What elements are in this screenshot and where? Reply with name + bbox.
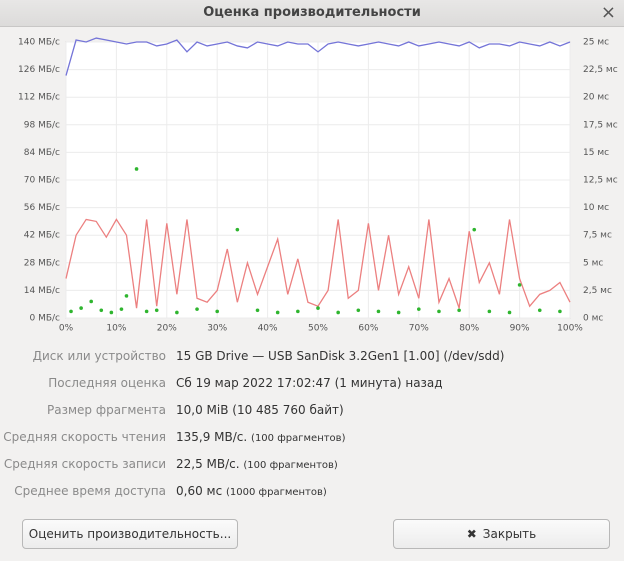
access-point [417,307,421,311]
y-tick-label: 28 МБ/с [24,258,60,268]
info-value: 10,0 MiB (10 485 760 байт) [176,403,344,417]
access-point [195,307,199,311]
y2-tick-label: 0 мс [583,314,603,324]
y2-tick-label: 12,5 мс [583,176,618,186]
access-point [487,309,492,314]
y2-tick-label: 2,5 мс [583,286,612,296]
close-icon: ✖ [466,527,477,541]
title-bar: Оценка производительности × [0,0,624,27]
y2-tick-label: 10 мс [583,203,609,213]
y-tick-label: 70 МБ/с [24,176,60,186]
y2-tick-label: 25 мс [583,38,609,48]
close-icon[interactable]: × [600,2,616,23]
series-line [65,37,571,76]
x-tick-label: 0% [59,324,74,334]
access-point [99,308,104,313]
access-point [437,309,441,314]
access-point [275,310,280,315]
access-point [558,309,562,314]
y-tick-label: 0 МБ/с [29,314,60,324]
y-tick-label: 126 МБ/с [18,65,60,75]
access-point [376,309,381,314]
y2-tick-label: 5 мс [583,258,603,268]
info-label: Среднее время доступа [14,484,166,498]
y-tick-label: 56 МБ/с [24,203,60,213]
y2-tick-label: 22,5 мс [583,65,618,75]
y-tick-label: 112 МБ/с [18,93,60,103]
access-point [235,227,240,232]
y-tick-label: 98 МБ/с [24,120,60,130]
close-button[interactable]: ✖ Закрыть [393,519,610,549]
access-point [356,308,361,313]
access-point [255,308,260,313]
info-value: 135,9 MB/с. (100 фрагментов) [176,430,345,444]
y2-tick-label: 20 мс [583,93,609,103]
chart: 0 МБ/с 14 МБ/с 28 МБ/с 42 МБ/с 56 МБ/с 70 МБ/… [18,37,618,334]
access-point [336,310,340,315]
benchmark-button[interactable]: Оценить производительность... [22,519,238,549]
info-note: (100 фрагментов) [243,460,338,471]
info-label: Средняя скорость записи [3,457,166,471]
info-value-text: 15 GB Drive — USB SanDisk 3.2Gen1 [1.00]… [176,349,505,363]
info-label: Диск или устройство [32,349,166,363]
access-point [396,310,401,315]
info-label: Средняя скорость чтения [3,430,166,444]
access-point [79,306,83,310]
info-value-text: 0,60 мс [176,484,223,498]
y2-tick-label: 7,5 мс [583,231,612,241]
y2-tick-label: 17,5 мс [583,120,618,130]
info-value: 15 GB Drive — USB SanDisk 3.2Gen1 [1.00]… [176,349,504,363]
info-note: (100 фрагментов) [251,433,346,444]
info-value-text: 135,9 MB/с. [176,430,248,444]
x-tick-label: 100% [557,324,583,334]
x-tick-label: 70% [409,324,429,334]
x-tick-label: 30% [207,324,227,334]
info-value-text: 10,0 MiB (10 485 760 байт) [176,403,344,417]
y-tick-label: 42 МБ/с [24,231,60,241]
y2-tick-label: 15 мс [583,148,609,158]
access-point [215,309,219,314]
access-point [296,309,300,314]
window-title: Оценка производительности [203,5,421,20]
info-label: Размер фрагмента [47,403,166,417]
y-tick-label: 84 МБ/с [24,148,60,158]
info-value: 22,5 MB/с. (100 фрагментов) [176,457,338,471]
x-tick-label: 50% [308,324,328,334]
info-value: Сб 19 мар 2022 17:02:47 (1 минута) назад [176,376,443,390]
series-line [65,218,571,309]
access-point [517,283,522,287]
y-tick-label: 140 МБ/с [18,38,60,48]
info-label: Последняя оценка [48,376,166,390]
access-point [537,308,542,313]
x-tick-label: 60% [358,324,378,334]
y-tick-label: 14 МБ/с [24,286,60,296]
access-point [316,306,320,310]
access-point [119,307,124,311]
access-point [69,309,73,314]
access-point [507,310,512,315]
access-point [175,310,179,315]
access-point [109,310,114,315]
access-point [124,294,129,298]
access-point [89,299,93,304]
access-point [472,227,477,232]
x-tick-label: 90% [510,324,530,334]
x-tick-label: 80% [459,324,479,334]
access-point [154,308,159,313]
access-point [457,308,461,313]
close-label: Закрыть [482,527,537,541]
info-value-text: 22,5 MB/с. [176,457,240,471]
info-note: (1000 фрагментов) [226,487,327,498]
x-tick-label: 10% [106,324,126,334]
access-point [144,309,149,314]
info-value: 0,60 мс (1000 фрагментов) [176,484,327,498]
x-tick-label: 40% [258,324,278,334]
x-tick-label: 20% [157,324,177,334]
access-point [134,167,139,171]
info-value-text: Сб 19 мар 2022 17:02:47 (1 минута) назад [176,376,443,390]
